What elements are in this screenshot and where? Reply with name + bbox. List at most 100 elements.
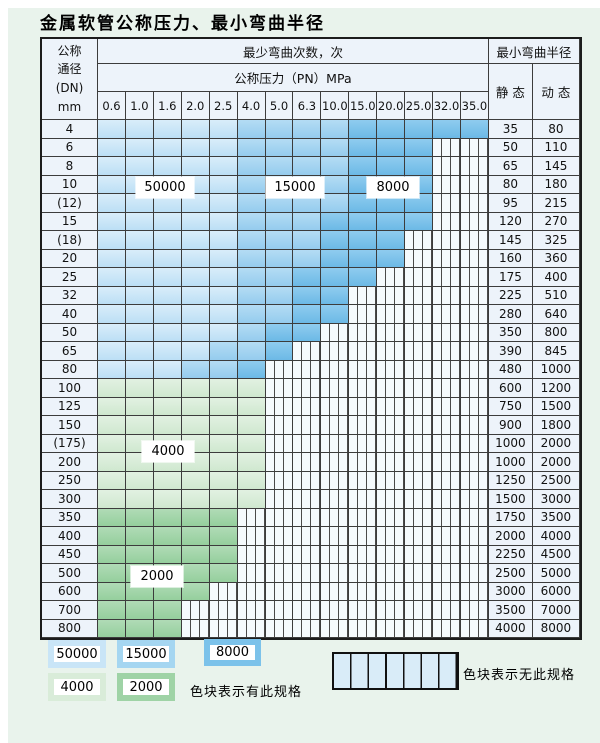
no-spec-cell xyxy=(265,490,294,509)
no-spec-cell xyxy=(349,360,378,379)
dynamic-radius-cell: 640 xyxy=(532,305,580,324)
spec-cell xyxy=(237,434,266,453)
spec-cell xyxy=(265,194,294,213)
dynamic-radius-cell: 1500 xyxy=(532,397,580,416)
spec-cell xyxy=(125,120,154,139)
no-spec-cell xyxy=(377,379,406,398)
static-radius-cell: 2250 xyxy=(488,545,533,564)
spec-cell xyxy=(98,194,126,213)
pressure-tick: 0.6 xyxy=(98,92,126,120)
dn-cell: 40 xyxy=(42,305,98,324)
spec-cell xyxy=(349,194,378,213)
spec-cell xyxy=(405,212,434,231)
no-spec-cell xyxy=(405,379,434,398)
spec-cell xyxy=(153,268,182,287)
static-radius-cell: 35 xyxy=(488,120,533,139)
no-spec-cell xyxy=(460,545,489,564)
no-spec-cell xyxy=(321,619,350,638)
no-spec-cell xyxy=(433,379,461,398)
dn-cell: 50 xyxy=(42,323,98,342)
spec-cell xyxy=(98,138,126,157)
dynamic-radius-cell: 400 xyxy=(532,268,580,287)
static-radius-cell: 65 xyxy=(488,157,533,176)
dn-cell: 6 xyxy=(42,138,98,157)
no-spec-cell xyxy=(321,564,350,583)
no-spec-cell xyxy=(181,619,210,638)
spec-cell xyxy=(153,323,182,342)
spec-cell xyxy=(237,212,266,231)
spec-cell xyxy=(293,231,322,250)
spec-cell xyxy=(125,194,154,213)
spec-cell xyxy=(181,305,210,324)
dynamic-radius-cell: 800 xyxy=(532,323,580,342)
no-spec-cell xyxy=(349,508,378,527)
no-spec-cell xyxy=(433,323,461,342)
pressure-tick: 5.0 xyxy=(265,92,294,120)
no-spec-cell xyxy=(405,360,434,379)
dynamic-radius-cell: 4000 xyxy=(532,527,580,546)
no-spec-cell xyxy=(293,582,322,601)
spec-cell xyxy=(405,120,434,139)
spec-cell xyxy=(181,157,210,176)
no-spec-cell xyxy=(433,434,461,453)
spec-cell xyxy=(98,342,126,361)
spec-cell xyxy=(153,397,182,416)
dynamic-radius-cell: 1000 xyxy=(532,360,580,379)
spec-cell xyxy=(181,416,210,435)
spec-cell xyxy=(237,360,266,379)
spec-cell xyxy=(209,268,238,287)
spec-cell xyxy=(125,379,154,398)
spec-cell xyxy=(377,138,406,157)
spec-cell xyxy=(265,286,294,305)
spec-cell xyxy=(125,212,154,231)
spec-cell xyxy=(153,619,182,638)
spec-cell xyxy=(209,323,238,342)
spec-cell xyxy=(125,157,154,176)
no-spec-cell xyxy=(265,379,294,398)
spec-cell xyxy=(98,490,126,509)
spec-cell xyxy=(237,175,266,194)
spec-cell xyxy=(98,601,126,620)
static-radius-cell: 750 xyxy=(488,397,533,416)
spec-cell xyxy=(98,416,126,435)
dn-cell: (12) xyxy=(42,194,98,213)
spec-cell xyxy=(98,157,126,176)
spec-cell xyxy=(265,249,294,268)
spec-cell xyxy=(153,157,182,176)
pressure-tick: 35.0 xyxy=(460,92,489,120)
no-spec-cell xyxy=(293,360,322,379)
static-radius-cell: 900 xyxy=(488,416,533,435)
spec-cell xyxy=(98,619,126,638)
no-spec-cell xyxy=(209,601,238,620)
dn-cell: 4 xyxy=(42,120,98,139)
page-title: 金属软管公称压力、最小弯曲半径 xyxy=(40,14,325,34)
dynamic-radius-cell: 2000 xyxy=(532,434,580,453)
dynamic-radius-cell: 6000 xyxy=(532,582,580,601)
no-spec-cell xyxy=(349,286,378,305)
dynamic-radius-cell: 215 xyxy=(532,194,580,213)
no-spec-cell xyxy=(460,305,489,324)
no-spec-cell xyxy=(321,582,350,601)
dn-column-header: 公称 通径 (DN) mm xyxy=(42,39,98,120)
no-spec-cell xyxy=(293,508,322,527)
spec-cell xyxy=(125,138,154,157)
spec-cell xyxy=(98,453,126,472)
spec-cell xyxy=(209,286,238,305)
spec-cell xyxy=(321,212,350,231)
spec-cell xyxy=(98,212,126,231)
no-spec-cell xyxy=(265,601,294,620)
spec-cell xyxy=(125,582,154,601)
pressure-tick: 2.0 xyxy=(181,92,210,120)
spec-cell xyxy=(125,286,154,305)
spec-cell xyxy=(237,397,266,416)
no-spec-cell xyxy=(321,508,350,527)
spec-cell xyxy=(181,397,210,416)
no-spec-cell xyxy=(293,416,322,435)
no-spec-cell xyxy=(405,619,434,638)
spec-cell xyxy=(293,323,322,342)
spec-cell xyxy=(321,138,350,157)
no-spec-cell xyxy=(321,527,350,546)
spec-cell xyxy=(349,138,378,157)
no-spec-cell xyxy=(209,619,238,638)
no-spec-cell xyxy=(433,397,461,416)
